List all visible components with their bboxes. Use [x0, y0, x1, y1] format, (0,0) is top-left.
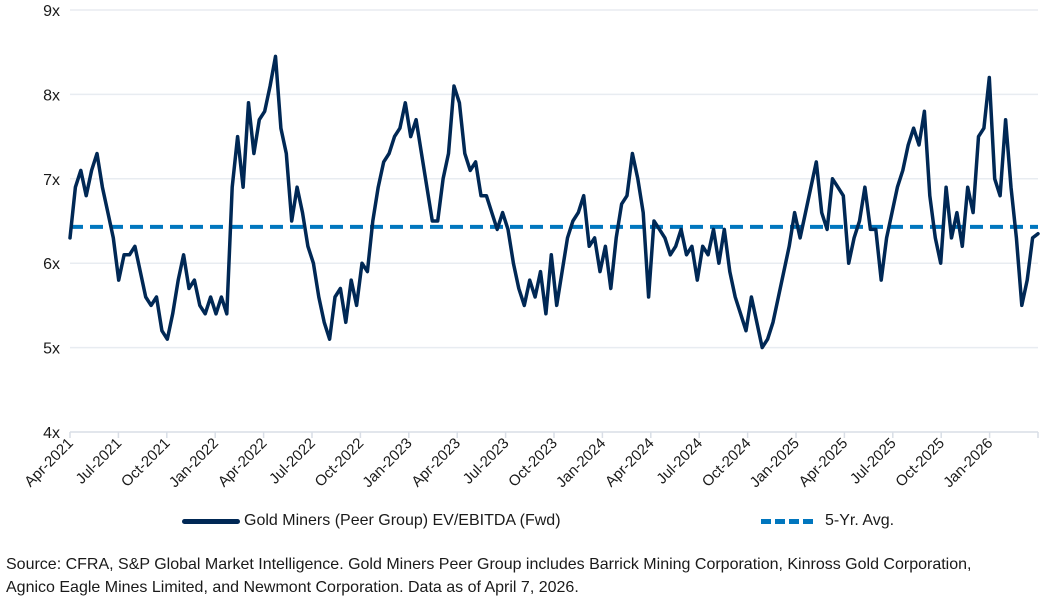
- y-tick-label: 4x: [43, 425, 60, 442]
- x-tick-label: Apr-2023: [408, 435, 464, 491]
- x-tick-label: Jan-2023: [359, 435, 415, 491]
- x-tick-label: Jul-2022: [266, 435, 319, 488]
- x-tick-label: Jul-2025: [847, 435, 900, 488]
- footnote-line-2: Agnico Eagle Mines Limited, and Newmont …: [6, 579, 579, 596]
- main-series: [68, 54, 1040, 350]
- legend-label-avg: 5-Yr. Avg.: [825, 512, 895, 529]
- legend-swatch-dashed: [761, 518, 813, 524]
- x-tick-label: Jul-2023: [460, 435, 513, 488]
- x-tick-label: Jan-2022: [166, 435, 222, 491]
- legend-label-main: Gold Miners (Peer Group) EV/EBITDA (Fwd): [244, 512, 561, 529]
- x-tick-label: Jul-2021: [73, 435, 126, 488]
- x-tick-label: Oct-2023: [505, 435, 561, 491]
- x-tick-label: Apr-2022: [215, 435, 271, 491]
- legend-swatch-solid: [182, 518, 240, 524]
- legend-item-avg: 5-Yr. Avg.: [761, 512, 894, 530]
- x-tick-label: Jan-2026: [940, 435, 996, 491]
- legend-item-main: Gold Miners (Peer Group) EV/EBITDA (Fwd): [182, 512, 561, 530]
- x-tick-label: Apr-2025: [796, 435, 852, 491]
- footnote-line-1: Source: CFRA, S&P Global Market Intellig…: [6, 556, 972, 573]
- y-axis: 4x 5x 6x 7x 8x 9x: [43, 3, 60, 442]
- x-tick-label: Jan-2024: [553, 435, 609, 491]
- x-tick-label: Jan-2025: [747, 435, 803, 491]
- gridlines: [70, 9, 1038, 433]
- x-tick-label: Jul-2024: [653, 435, 706, 488]
- x-axis: Apr-2021Jul-2021Oct-2021Jan-2022Apr-2022…: [21, 432, 1039, 491]
- x-tick-label: Oct-2025: [892, 435, 948, 491]
- x-tick-label: Oct-2024: [699, 435, 755, 491]
- y-tick-label: 5x: [43, 341, 60, 358]
- series-line: [68, 54, 1040, 350]
- x-tick-label: Apr-2021: [21, 435, 77, 491]
- x-tick-label: Oct-2022: [312, 435, 368, 491]
- y-tick-label: 7x: [43, 172, 60, 189]
- x-tick-label: Oct-2021: [118, 435, 174, 491]
- y-tick-label: 9x: [43, 3, 60, 20]
- x-tick-label: Apr-2024: [602, 435, 658, 491]
- footnote: Source: CFRA, S&P Global Market Intellig…: [6, 553, 1062, 599]
- y-tick-label: 8x: [43, 87, 60, 104]
- y-tick-label: 6x: [43, 256, 60, 273]
